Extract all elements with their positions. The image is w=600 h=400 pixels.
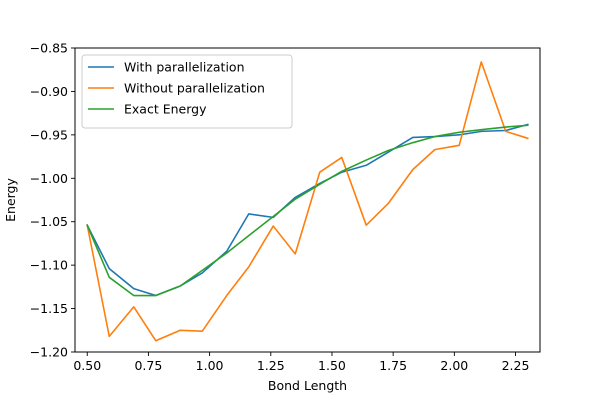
y-tick-label: −0.90 bbox=[30, 84, 68, 99]
series-layer bbox=[86, 61, 529, 342]
x-axis: 0.50 0.75 1.00 1.25 1.50 1.75 2.00 2.25 bbox=[73, 352, 529, 373]
x-axis-label: Bond Length bbox=[268, 378, 347, 393]
x-tick-label: 0.50 bbox=[73, 358, 101, 373]
legend-label: With parallelization bbox=[124, 60, 245, 75]
y-tick-label: −1.20 bbox=[30, 345, 68, 360]
legend-label: Exact Energy bbox=[124, 102, 207, 117]
y-tick-label: −1.00 bbox=[30, 171, 68, 186]
y-axis: −1.20 −1.15 −1.10 −1.05 −1.00 −0.95 −0.90 −0.85 bbox=[30, 41, 75, 360]
y-axis-label: Energy bbox=[3, 178, 18, 222]
x-tick-label: 1.00 bbox=[196, 358, 224, 373]
x-tick-label: 1.50 bbox=[318, 358, 346, 373]
x-tick-label: 0.75 bbox=[134, 358, 162, 373]
y-tick-label: −0.95 bbox=[30, 127, 68, 142]
legend: With parallelization Without parallelizat… bbox=[81, 54, 293, 129]
y-tick-label: −1.05 bbox=[30, 214, 68, 229]
x-tick-label: 2.00 bbox=[440, 358, 468, 373]
axes-frame bbox=[74, 47, 541, 353]
x-tick-label: 1.75 bbox=[379, 358, 407, 373]
x-tick-label: 1.25 bbox=[257, 358, 285, 373]
x-tick-label: 2.25 bbox=[502, 358, 530, 373]
legend-label: Without parallelization bbox=[124, 81, 265, 96]
legend-box bbox=[81, 54, 293, 129]
y-tick-label: −0.85 bbox=[30, 41, 68, 56]
series-line-0 bbox=[86, 123, 529, 297]
y-tick-label: −1.15 bbox=[30, 301, 68, 316]
series-line-1 bbox=[86, 61, 529, 342]
series-line-2 bbox=[86, 124, 529, 297]
y-tick-label: −1.10 bbox=[30, 258, 68, 273]
